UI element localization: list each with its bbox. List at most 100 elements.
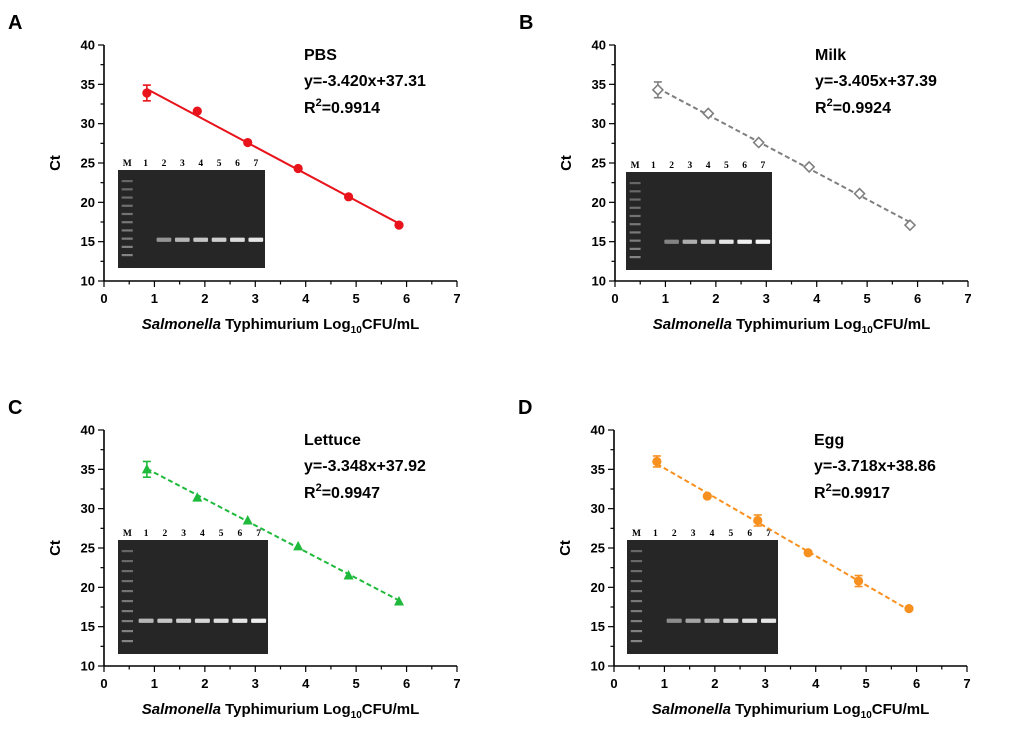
- gel-lane-label: 7: [766, 529, 771, 539]
- data-point: [141, 463, 152, 474]
- y-tick-label: 15: [81, 234, 95, 249]
- gel-ladder-band: [629, 256, 641, 259]
- gel-lane-label: M: [631, 161, 640, 171]
- gel-ladder-band: [121, 229, 133, 232]
- data-point: [394, 595, 405, 606]
- y-tick-label: 30: [81, 501, 95, 516]
- x-axis-title: Salmonella Typhimurium Log10CFU/mL: [142, 316, 420, 336]
- data-point: [853, 576, 864, 586]
- gel-ladder-band: [630, 580, 643, 583]
- x-tick-label: 7: [964, 291, 971, 306]
- y-tick-label: 40: [591, 423, 605, 438]
- x-axis-title-subscript: 10: [351, 710, 363, 721]
- gel-band: [704, 618, 720, 623]
- data-point: [394, 220, 404, 230]
- gel-ladder-band: [121, 254, 133, 257]
- gel-lane-label: M: [123, 159, 132, 169]
- x-tick-label: 1: [661, 676, 668, 691]
- gel-band: [138, 618, 154, 623]
- data-point: [142, 88, 152, 98]
- y-tick-label: 25: [81, 156, 95, 171]
- x-tick-label: 1: [151, 291, 158, 306]
- gel-ladder-band: [629, 206, 641, 209]
- data-point: [904, 603, 914, 614]
- gel-ladder-band: [630, 550, 643, 553]
- gel-band: [682, 239, 698, 244]
- y-tick-label: 35: [81, 77, 95, 92]
- gel-ladder-band: [630, 610, 643, 613]
- gel-ladder-band: [121, 560, 133, 563]
- gel-band: [157, 618, 173, 623]
- gel-lane-label: 5: [728, 529, 733, 539]
- data-point: [652, 456, 662, 467]
- r-squared-symbol: R: [304, 485, 316, 502]
- gel-image: [627, 540, 778, 654]
- x-axis-title-italic: Salmonella: [653, 316, 732, 333]
- gel-lane-label: 7: [253, 159, 258, 169]
- gel-band: [211, 237, 227, 242]
- gel-ladder-band: [630, 600, 643, 603]
- gel-lane-label: 7: [256, 529, 261, 539]
- gel-ladder-band: [629, 239, 641, 242]
- r-squared-superscript: 2: [316, 482, 322, 494]
- x-axis-title-subscript: 10: [351, 325, 363, 336]
- gel-image: [118, 540, 268, 654]
- x-tick-label: 5: [863, 676, 870, 691]
- gel-ladder-band: [629, 223, 641, 226]
- x-tick-label: 0: [611, 291, 618, 306]
- x-tick-label: 4: [813, 291, 821, 306]
- y-tick-label: 25: [81, 541, 95, 556]
- x-tick-label: 5: [353, 676, 360, 691]
- data-point: [242, 514, 253, 525]
- x-axis-title-italic: Salmonella: [142, 701, 221, 718]
- gel-lane-label: 6: [747, 529, 752, 539]
- gel-lane-label: 6: [238, 529, 243, 539]
- gel-ladder-band: [121, 212, 133, 216]
- data-point: [293, 163, 303, 174]
- r-squared-symbol: R: [814, 485, 826, 502]
- y-tick-label: 20: [81, 195, 95, 210]
- x-tick-label: 5: [353, 291, 360, 306]
- y-tick-label: 30: [81, 116, 95, 131]
- regression-equation: y=-3.420x+37.31: [304, 73, 426, 90]
- gel-ladder-band: [121, 245, 133, 248]
- data-point: [243, 137, 253, 148]
- y-tick-label: 25: [592, 156, 606, 171]
- y-tick-label: 10: [591, 659, 605, 674]
- x-tick-label: 7: [453, 676, 460, 691]
- x-tick-label: 7: [963, 676, 970, 691]
- gel-band: [248, 237, 264, 242]
- regression-equation: y=-3.718x+38.86: [814, 458, 936, 475]
- r-squared-value: =0.9914: [322, 100, 380, 117]
- y-tick-label: 40: [81, 423, 95, 438]
- sample-label: PBS: [304, 47, 337, 64]
- gel-band: [664, 239, 679, 244]
- gel-ladder-band: [121, 221, 133, 224]
- gel-band: [685, 618, 701, 623]
- x-axis-title-unit: CFU/mL: [362, 316, 420, 333]
- panel-label: C: [8, 397, 22, 419]
- x-tick-label: 6: [913, 676, 920, 691]
- x-axis-title-italic: Salmonella: [652, 701, 731, 718]
- y-axis-title: Ct: [47, 540, 64, 556]
- gel-band: [719, 239, 734, 244]
- y-tick-label: 15: [592, 234, 606, 249]
- gel-ladder-band: [121, 188, 133, 191]
- y-tick-label: 15: [81, 619, 95, 634]
- data-point: [753, 515, 763, 526]
- x-axis-title-unit: CFU/mL: [872, 701, 930, 718]
- r-squared: R2=0.9914: [304, 97, 380, 117]
- gel-lane-label: 6: [235, 159, 240, 169]
- gel-lane-label: 6: [742, 161, 747, 171]
- gel-lane-label: 3: [691, 529, 696, 539]
- data-point: [903, 219, 917, 232]
- gel-band: [230, 237, 245, 242]
- gel-ladder-band: [121, 620, 133, 623]
- gel-ladder-band: [629, 190, 641, 193]
- panel-label: A: [8, 12, 22, 34]
- y-axis-title: Ct: [47, 155, 64, 171]
- y-tick-label: 35: [591, 462, 605, 477]
